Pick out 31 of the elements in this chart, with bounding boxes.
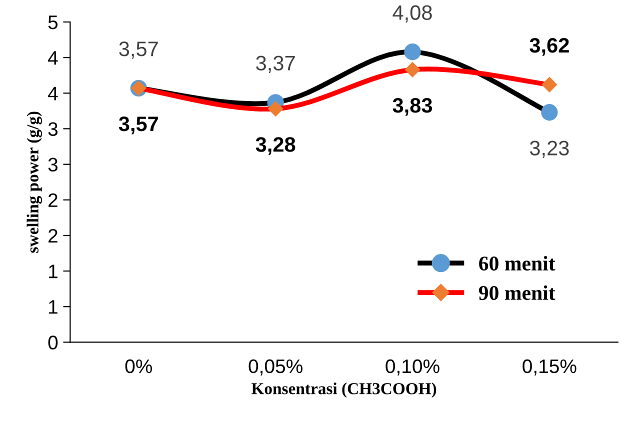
data-label: 3,57 [119,42,158,59]
x-tick-label: 0,05% [248,359,302,376]
y-tick-label: 4 [48,86,58,100]
data-label: 3,57 [118,116,158,134]
data-label: 3,23 [530,140,569,158]
y-tick-label: 2 [48,228,58,243]
point [268,100,284,117]
y-tick-label: 4 [48,51,58,65]
point [542,76,558,92]
legend-label: 60 menit [479,256,556,271]
y-tick-label: 2 [48,193,58,207]
legend-label: 90 menit [478,285,556,300]
data-label: 3,28 [256,137,296,155]
y-tick-label: 1 [49,300,58,314]
y-axis-title: swelling power (g/g) [26,112,42,253]
point [404,44,421,60]
y-tick-label: 1 [49,264,58,278]
point [404,62,420,78]
y-tick-label: 3 [48,122,58,136]
x-axis-title: Konsentrasi (CH3COOH) [251,382,436,398]
data-label: 3,37 [256,56,295,73]
y-tick-label: 0 [48,336,58,350]
point [541,104,558,121]
x-tick-label: 0% [125,359,152,374]
data-label: 4,08 [392,5,432,22]
y-tick-label: 3 [48,158,58,172]
x-tick-label: 0,10% [386,359,440,376]
x-tick-label: 0,15% [522,359,576,376]
data-label: 3,83 [392,98,432,116]
data-label: 3,62 [530,38,569,56]
y-tick-label: 5 [48,16,58,30]
